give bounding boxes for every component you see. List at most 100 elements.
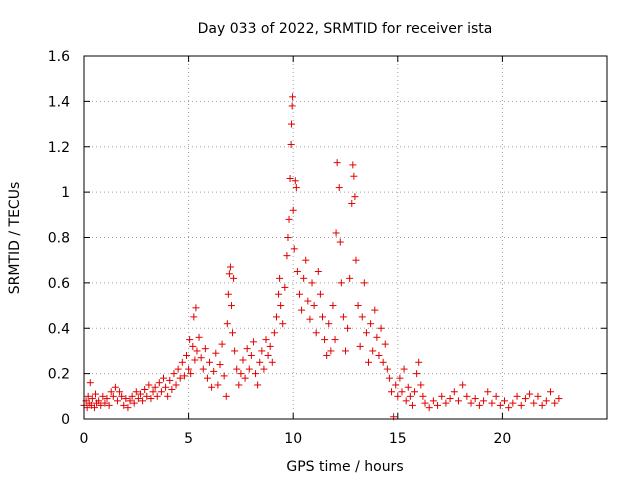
data-point bbox=[509, 399, 517, 407]
data-point bbox=[105, 401, 113, 409]
data-point bbox=[208, 383, 216, 391]
data-point bbox=[197, 354, 205, 362]
data-point bbox=[308, 279, 316, 287]
data-point bbox=[413, 370, 421, 378]
data-point bbox=[212, 349, 220, 357]
data-point bbox=[277, 302, 285, 310]
data-point bbox=[467, 399, 475, 407]
data-point bbox=[231, 347, 239, 355]
data-point bbox=[230, 274, 238, 282]
data-point bbox=[415, 358, 423, 366]
data-point bbox=[289, 206, 297, 214]
data-point bbox=[406, 392, 414, 400]
data-point bbox=[354, 302, 362, 310]
data-point bbox=[252, 370, 260, 378]
data-point bbox=[245, 365, 253, 373]
data-point bbox=[332, 229, 340, 237]
data-point bbox=[293, 268, 301, 276]
data-point bbox=[292, 184, 300, 192]
data-point bbox=[101, 399, 109, 407]
data-point bbox=[266, 342, 274, 350]
data-point bbox=[229, 329, 237, 337]
data-point bbox=[139, 397, 147, 405]
data-point bbox=[358, 313, 366, 321]
grid bbox=[84, 56, 607, 419]
data-point bbox=[300, 274, 308, 282]
data-point bbox=[176, 374, 184, 382]
data-point bbox=[555, 395, 563, 403]
data-point bbox=[375, 351, 383, 359]
data-point bbox=[388, 388, 396, 396]
data-point bbox=[116, 388, 124, 396]
data-point bbox=[199, 365, 207, 373]
data-points bbox=[80, 93, 563, 421]
data-point bbox=[284, 234, 292, 241]
data-point bbox=[190, 313, 198, 321]
data-point bbox=[99, 392, 107, 400]
data-point bbox=[178, 358, 186, 366]
data-point bbox=[223, 320, 231, 328]
data-point bbox=[172, 381, 180, 389]
data-point bbox=[348, 199, 356, 207]
data-point bbox=[124, 404, 132, 412]
data-point bbox=[421, 399, 429, 407]
data-point bbox=[206, 358, 214, 366]
data-point bbox=[285, 215, 293, 223]
data-point bbox=[538, 401, 546, 409]
data-point bbox=[346, 274, 354, 282]
data-point bbox=[187, 370, 195, 378]
data-point bbox=[272, 313, 280, 321]
data-point bbox=[283, 252, 291, 260]
data-point bbox=[526, 390, 534, 398]
data-point bbox=[90, 404, 98, 412]
data-point bbox=[291, 177, 299, 185]
data-point bbox=[174, 365, 182, 373]
axis-ticks: 0 0.2 0.4 0.6 0.8 1 1.2 1.4 1.6 0 5 10 15 20 bbox=[48, 49, 607, 447]
x-tick-label: 0 bbox=[80, 431, 89, 447]
chart-title: Day 033 of 2022, SRMTID for receiver ist… bbox=[198, 21, 493, 37]
data-point bbox=[128, 392, 136, 400]
data-point bbox=[191, 356, 199, 364]
data-point bbox=[120, 401, 128, 409]
data-point bbox=[434, 401, 442, 409]
y-tick-label: 1.6 bbox=[48, 49, 70, 65]
data-point bbox=[233, 365, 241, 373]
data-point bbox=[373, 333, 381, 341]
data-point bbox=[130, 399, 138, 407]
data-point bbox=[517, 401, 525, 409]
data-point bbox=[276, 274, 284, 282]
data-point bbox=[220, 372, 228, 380]
data-point bbox=[92, 390, 100, 398]
data-point bbox=[288, 120, 296, 128]
data-point bbox=[304, 297, 312, 305]
y-tick-label: 0.8 bbox=[48, 231, 70, 247]
data-point bbox=[249, 338, 257, 346]
data-point bbox=[295, 290, 303, 298]
data-point bbox=[411, 388, 419, 396]
data-point bbox=[195, 333, 203, 341]
y-tick-label: 0.4 bbox=[48, 321, 70, 337]
data-point bbox=[239, 356, 247, 364]
data-point bbox=[547, 388, 555, 396]
data-point bbox=[500, 397, 508, 405]
data-point bbox=[450, 388, 458, 396]
data-point bbox=[369, 347, 377, 355]
data-point bbox=[109, 392, 117, 400]
data-point bbox=[258, 347, 266, 355]
data-point bbox=[306, 315, 314, 323]
data-point bbox=[210, 367, 218, 375]
data-point bbox=[107, 388, 115, 396]
y-tick-label: 0.6 bbox=[48, 276, 70, 292]
data-point bbox=[214, 381, 222, 389]
data-point bbox=[122, 395, 130, 403]
data-point bbox=[97, 401, 105, 409]
data-point bbox=[168, 386, 176, 394]
data-point bbox=[226, 263, 234, 271]
data-point bbox=[218, 340, 226, 348]
data-point bbox=[496, 401, 504, 409]
data-point bbox=[264, 351, 272, 359]
data-point bbox=[337, 279, 345, 287]
data-point bbox=[333, 159, 341, 167]
data-point bbox=[446, 395, 454, 403]
data-point bbox=[310, 302, 318, 310]
